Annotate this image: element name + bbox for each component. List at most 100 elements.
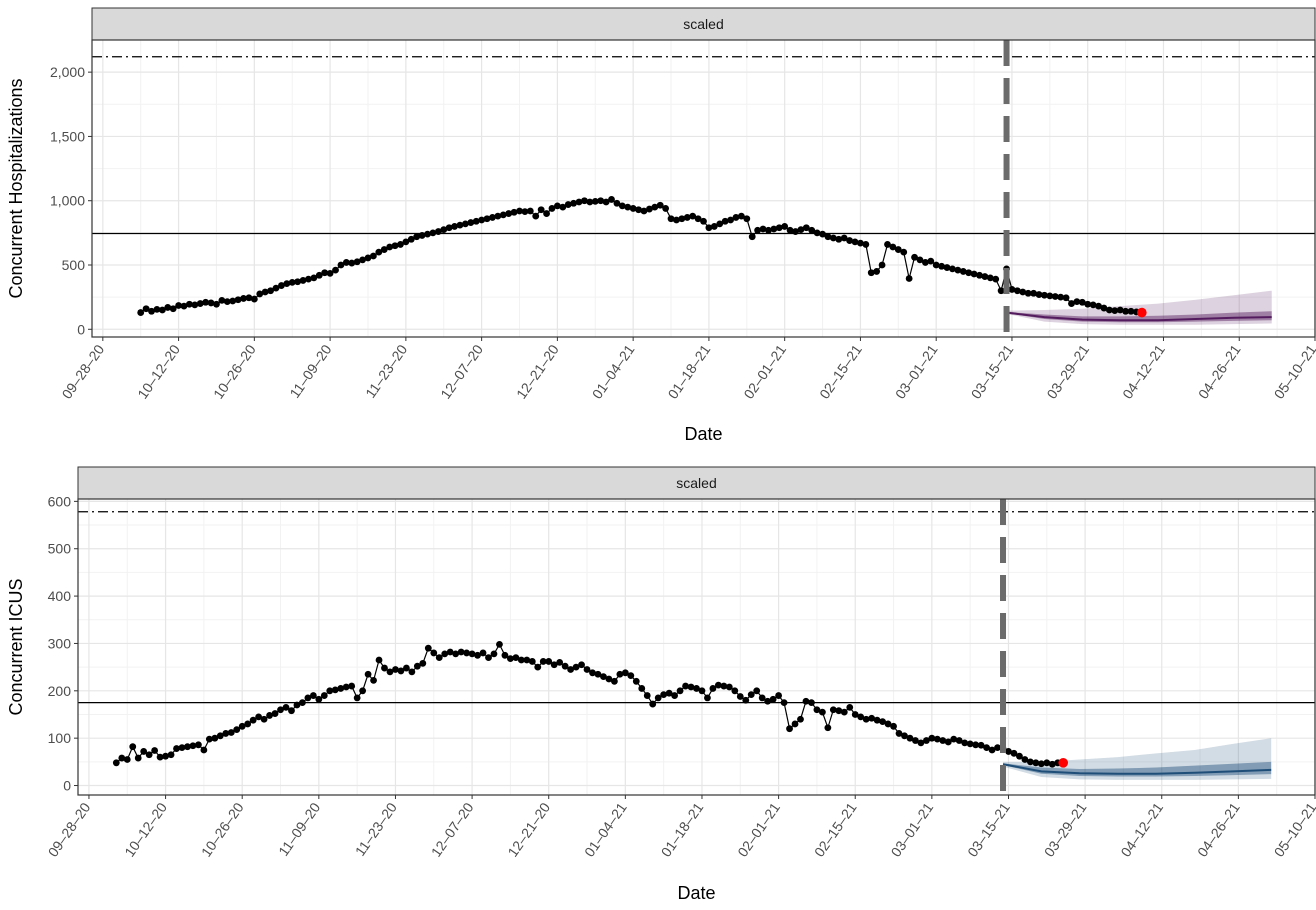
observed-point: [419, 659, 427, 667]
observed-point: [407, 235, 415, 243]
observed-point: [1048, 760, 1056, 768]
observed-point: [440, 226, 448, 234]
observed-point: [505, 210, 513, 217]
observed-point: [643, 692, 651, 699]
x-tick-label: 12–21–20: [513, 341, 562, 401]
observed-point: [835, 235, 843, 243]
observed-point: [435, 654, 443, 662]
observed-point: [392, 666, 399, 673]
observed-point: [223, 298, 231, 306]
observed-point: [638, 685, 646, 692]
observed-point: [759, 225, 767, 233]
observed-point: [770, 225, 778, 233]
observed-point: [353, 694, 361, 702]
observed-point: [1008, 286, 1016, 293]
observed-point: [1095, 302, 1102, 310]
observed-point: [705, 224, 713, 232]
observed-point: [840, 708, 848, 716]
observed-point: [737, 212, 745, 220]
y-axis-title: Concurrent ICUS: [6, 578, 26, 715]
x-tick-label: 03–15–21: [964, 799, 1013, 859]
observed-point: [1035, 291, 1043, 298]
observed-point: [137, 309, 145, 316]
observed-point: [889, 243, 897, 251]
observed-point: [507, 655, 514, 663]
observed-point: [434, 228, 442, 235]
x-tick-label: 11–23–20: [362, 341, 410, 401]
observed-point: [178, 744, 186, 752]
observed-point: [299, 699, 306, 707]
observed-point: [748, 233, 756, 241]
observed-point: [704, 694, 711, 702]
observed-point: [320, 692, 328, 699]
observed-point: [430, 649, 438, 657]
observed-point: [689, 212, 697, 220]
observed-point: [413, 662, 421, 670]
observed-point: [244, 720, 252, 728]
y-tick-label: 600: [48, 493, 72, 509]
observed-point: [381, 664, 388, 672]
observed-point: [1037, 760, 1045, 768]
panel-border: [91, 39, 1316, 338]
observed-point: [649, 700, 657, 708]
observed-point: [222, 730, 230, 737]
x-tick-label: 01–04–21: [589, 341, 638, 401]
observed-point: [510, 208, 518, 216]
observed-point: [238, 722, 246, 730]
observed-point: [890, 722, 897, 730]
observed-point: [501, 651, 509, 659]
observed-point: [769, 695, 777, 703]
observed-point: [543, 210, 550, 217]
observed-point: [539, 658, 547, 665]
observed-point: [1051, 293, 1059, 300]
y-tick-label: 2,000: [50, 64, 85, 80]
observed-point: [278, 282, 285, 289]
facet-strip: [91, 7, 1316, 41]
observed-point: [829, 234, 837, 242]
observed-point: [359, 687, 367, 695]
observed-point: [123, 756, 131, 763]
observed-point: [249, 716, 257, 724]
observed-point: [478, 216, 486, 224]
observed-point: [129, 743, 137, 751]
observed-point: [616, 670, 624, 678]
x-tick-label: 02–01–21: [740, 341, 789, 401]
observed-point: [797, 715, 804, 723]
observed-point: [1068, 300, 1075, 307]
observed-point: [169, 305, 177, 313]
observed-point: [597, 197, 605, 205]
observed-point: [461, 220, 469, 228]
observed-point: [917, 739, 925, 747]
observed-point: [819, 230, 826, 238]
observed-point: [240, 295, 247, 302]
observed-point: [694, 215, 702, 223]
observed-point: [813, 706, 821, 714]
observed-point: [1057, 293, 1065, 301]
observed-point: [621, 669, 629, 677]
chart-panel-1: scaled 0 500 1,000 1,500 2,000 09–28–20 10–12–2…: [6, 7, 1316, 444]
observed-point: [364, 254, 372, 262]
observed-point: [1089, 301, 1097, 309]
x-tick-label: 12–07–20: [437, 341, 486, 401]
observed-point: [736, 693, 744, 700]
observed-point: [151, 747, 159, 754]
observed-point: [901, 732, 908, 740]
observed-point: [369, 252, 377, 260]
facet-strip: [77, 466, 1316, 500]
observed-point: [977, 741, 985, 749]
observed-point: [375, 248, 383, 256]
observed-point: [732, 214, 740, 221]
x-tick-label: 05–10–21: [1271, 799, 1316, 859]
observed-point: [583, 666, 591, 673]
y-tick-label: 1,000: [50, 193, 85, 209]
observed-point: [933, 735, 941, 743]
x-tick-label: 01–04–21: [581, 799, 630, 859]
observed-point: [233, 726, 241, 734]
observed-point: [445, 224, 453, 232]
observed-point: [586, 198, 594, 206]
x-tick-label: 04–12–21: [1117, 799, 1166, 859]
observed-point: [310, 274, 318, 282]
observed-point: [1084, 300, 1092, 308]
observed-point: [229, 297, 237, 305]
